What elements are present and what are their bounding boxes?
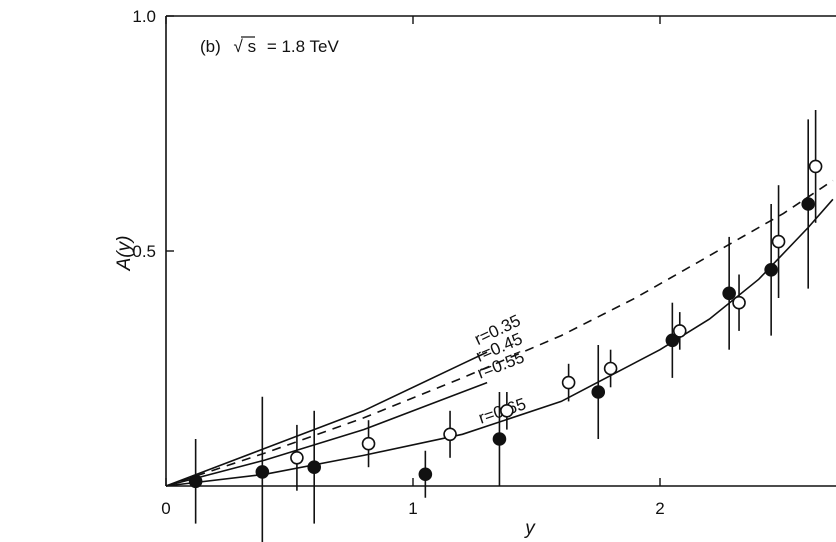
y-tick-label: 0.5 <box>132 242 156 261</box>
curve-r-0-35 <box>165 351 488 487</box>
filled-data-point <box>722 286 736 301</box>
open-data-point <box>500 403 514 418</box>
filled-data-point <box>492 432 507 446</box>
filled-data-point <box>665 333 680 348</box>
x-tick-label: 0 <box>161 499 170 518</box>
curve-r-0-55 <box>165 381 488 487</box>
panel-label: (b) <box>200 37 221 56</box>
filled-data-point <box>307 460 322 475</box>
panel-annotation: (b) √ s = 1.8 TeV <box>200 37 339 56</box>
x-tick-label: 2 <box>655 499 664 518</box>
sqrt-symbol: √ <box>234 37 244 56</box>
open-data-point <box>603 361 618 376</box>
filled-data-point <box>591 385 606 399</box>
open-data-point <box>361 436 376 451</box>
open-data-point <box>290 450 304 465</box>
open-data-point <box>672 324 687 338</box>
open-data-point <box>808 159 823 174</box>
filled-data-point <box>188 474 203 489</box>
x-tick-label: 1 <box>408 499 417 518</box>
x-axis-label: y <box>523 518 536 539</box>
open-data-point <box>732 295 746 310</box>
open-data-point <box>561 375 576 390</box>
filled-data-point <box>764 262 778 277</box>
filled-data-point <box>255 465 270 479</box>
open-data-point <box>443 427 457 442</box>
y-axis-label: A(y) <box>114 236 135 272</box>
y-tick-label: 1.0 <box>132 7 156 26</box>
open-data-point <box>771 234 786 249</box>
filled-data-point <box>418 467 433 482</box>
energy-value: = 1.8 TeV <box>267 37 340 56</box>
curve-r-0-45 <box>165 179 834 487</box>
filled-data-point <box>801 197 816 211</box>
s-variable: s <box>248 37 257 56</box>
